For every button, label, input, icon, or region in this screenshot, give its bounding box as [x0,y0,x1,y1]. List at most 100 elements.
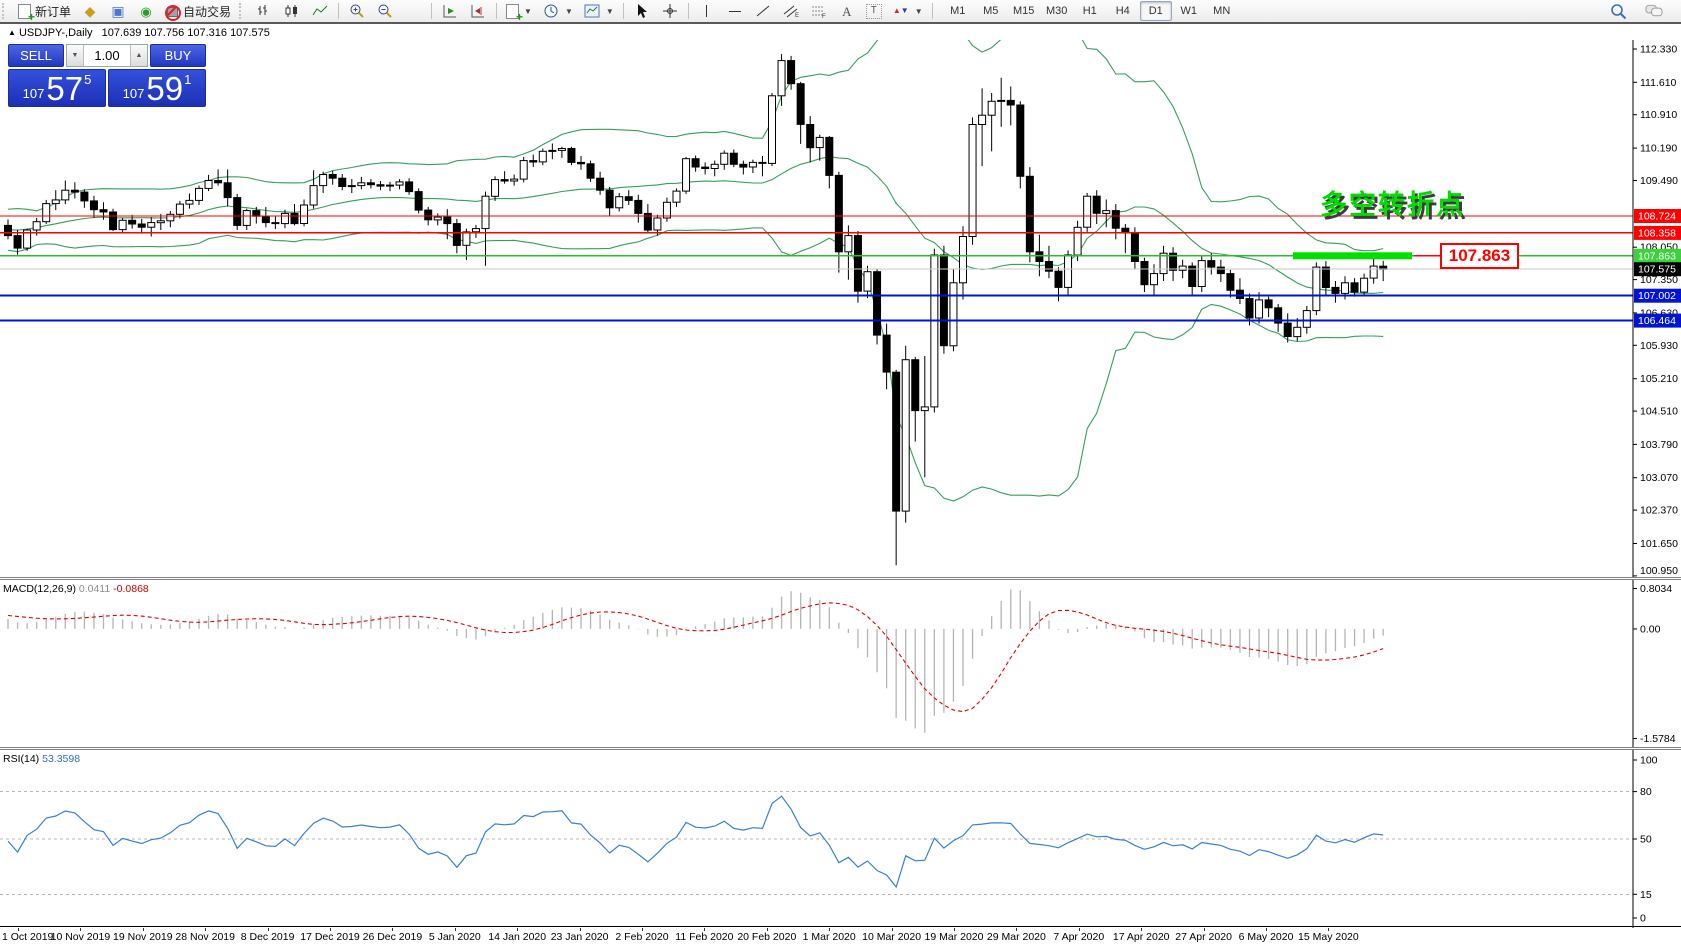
svg-text:103.790: 103.790 [1640,439,1678,451]
timeframe-button-h1[interactable]: H1 [1082,5,1097,17]
arrows-tool[interactable]: ▲ ▼ ▼ [888,1,927,21]
svg-text:103.070: 103.070 [1640,472,1678,484]
line-chart-button[interactable] [307,1,333,21]
horizontal-line-tool[interactable] [722,1,748,21]
date-tick [1141,928,1143,931]
date-tick [954,928,955,931]
templates-button[interactable]: ▼ [579,1,618,21]
chat-button[interactable] [1641,1,1667,21]
bid-pips: 57 [46,70,84,108]
cursor-icon [633,3,651,19]
date-axis[interactable]: 1 Oct 2019 10 Nov 2019 19 Nov 2019 28 Nov 2… [0,928,1681,946]
date-label: 6 May 2020 [1238,931,1294,943]
vertical-line-tool[interactable] [694,1,720,21]
channel-tool[interactable]: E [778,1,804,21]
svg-text:110.910: 110.910 [1640,109,1677,121]
toolbar-separator [338,3,340,19]
date-label: 28 Nov 2019 [175,931,235,943]
timeframe-button-d1[interactable]: D1 [1139,1,1172,21]
svg-text:102.370: 102.370 [1640,505,1678,517]
rsi-canvas[interactable]: 100 80 50 15 0 [0,750,1681,928]
template-icon [583,3,601,19]
date-tick [579,928,581,931]
svg-text:107.002: 107.002 [1638,290,1676,302]
new-order-button[interactable]: + 新订单 [14,1,75,23]
timeframe-button-h4[interactable]: H4 [1115,5,1130,17]
bid-price-display[interactable]: 107 57 5 [8,69,106,107]
volume-increase-button[interactable]: ▲ [130,45,147,66]
signals-icon: ◉ [140,3,152,19]
macd-axis[interactable]: 0.8034 0.00 -1.5784 [1632,580,1676,747]
toolbar-separator [431,3,433,19]
toolbar: + 新订单 ◆ ▣ ◉ 自动交易 [0,0,1681,23]
candlestick-chart-button[interactable] [279,1,305,21]
date-label: 26 Dec 2019 [362,931,423,943]
date-label: 19 Mar 2020 [924,931,984,943]
date-label: 5 Jan 2020 [428,931,481,943]
signals-button[interactable]: ◉ [133,1,159,21]
zoom-in-button[interactable] [344,1,370,21]
sell-button[interactable]: SELL [8,44,64,67]
timeframe-button-w1[interactable]: W1 [1180,5,1197,17]
volume-value[interactable]: 1.00 [94,48,120,63]
tile-windows-button[interactable] [400,1,426,21]
indicators-button[interactable]: + ▼ [502,1,536,23]
svg-text:0.00: 0.00 [1640,623,1661,635]
one-click-trading-panel: SELL ▼ 1.00 ▲ BUY 107 57 5 107 59 1 [8,44,206,107]
fibonacci-tool[interactable]: F [806,1,832,21]
ask-price-display[interactable]: 107 59 1 [108,69,206,107]
svg-text:108.724: 108.724 [1638,211,1676,223]
panel-separator[interactable] [0,577,1681,580]
trendline-tool[interactable] [750,1,776,21]
timeframe-button-m30[interactable]: M30 [1046,5,1068,17]
highlight-trend-segment [1293,252,1412,260]
price-chart-canvas[interactable]: 112.330111.610110.910110.190109.490108.0… [0,40,1681,577]
buy-button[interactable]: BUY [150,44,206,67]
market-watch-button[interactable]: ◆ [77,1,103,21]
zoom-in-icon [348,3,366,19]
auto-scroll-button[interactable] [437,1,463,21]
date-tick [392,928,394,931]
trendline-icon [754,3,772,19]
price-axis[interactable]: 112.330111.610110.910110.190109.490108.0… [1632,40,1681,577]
periods-button[interactable]: ▼ [538,1,577,21]
date-tick [205,928,207,931]
search-button[interactable] [1605,1,1631,21]
horizontal-levels[interactable] [0,215,1633,322]
date-label: 19 Nov 2019 [113,931,173,943]
date-tick [704,928,706,931]
chart-annotation[interactable]: 多空转折点 [1320,190,1465,220]
svg-text:111.610: 111.610 [1640,77,1677,89]
cursor-button[interactable] [629,1,655,21]
date-tick [1266,928,1267,931]
svg-text:105.930: 105.930 [1640,340,1678,352]
date-label: 20 Feb 2020 [737,931,797,943]
timeframe-button-m15[interactable]: M15 [1013,5,1035,17]
macd-canvas[interactable]: 0.8034 0.00 -1.5784 [0,580,1681,747]
crosshair-button[interactable] [657,1,683,21]
bar-chart-button[interactable] [251,1,277,21]
chart-shift-button[interactable] [465,1,491,21]
arrows-icon: ▲ ▼ [892,6,909,15]
timeframe-button-m5[interactable]: M5 [983,5,999,17]
date-label: 7 Apr 2020 [1053,931,1105,943]
data-window-button[interactable]: ▣ [105,1,131,21]
panel-separator[interactable] [0,747,1681,750]
auto-scroll-icon [441,3,459,19]
timeframe-button-mn[interactable]: MN [1213,5,1231,17]
rsi-label: RSI(14) 53.3598 [3,753,80,765]
price-callout-box[interactable]: 107.863 [1440,243,1519,269]
bar-chart-icon [255,3,273,19]
rsi-axis[interactable]: 100 80 50 15 0 [0,750,1681,928]
autotrading-button[interactable]: 自动交易 [161,1,235,21]
date-tick [891,928,893,931]
date-label: 10 Mar 2020 [862,931,922,943]
zoom-out-button[interactable] [372,1,398,21]
text-tool[interactable]: A [834,1,860,21]
macd-value: 0.0411 [78,583,111,595]
volume-decrease-button[interactable]: ▼ [67,45,84,66]
svg-text:50: 50 [1640,834,1652,846]
text-label-tool[interactable]: T [862,1,886,21]
timeframe-button-m1[interactable]: M1 [950,5,966,17]
